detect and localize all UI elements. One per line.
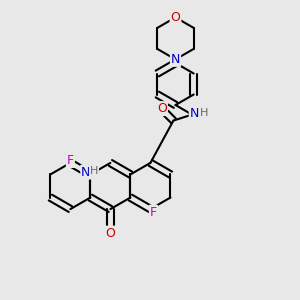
Text: F: F bbox=[67, 154, 74, 167]
Text: H: H bbox=[200, 108, 208, 118]
Text: N: N bbox=[190, 107, 199, 120]
Text: O: O bbox=[106, 226, 115, 240]
Text: O: O bbox=[171, 11, 180, 24]
Text: N: N bbox=[81, 166, 91, 178]
Text: N: N bbox=[171, 53, 180, 66]
Text: O: O bbox=[157, 102, 167, 115]
Text: F: F bbox=[150, 206, 157, 219]
Text: H: H bbox=[90, 166, 98, 176]
